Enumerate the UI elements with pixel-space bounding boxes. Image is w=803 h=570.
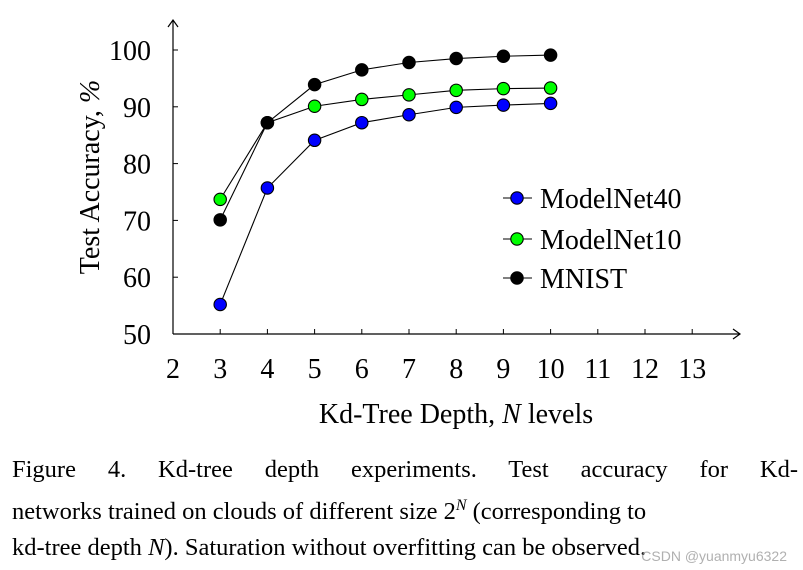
x-axis-label: Kd-Tree Depth, N levels (319, 399, 593, 430)
x-tick-label: 7 (402, 354, 416, 385)
data-point-mnist (213, 213, 227, 227)
x-axis-label-part: Kd-Tree Depth, (319, 399, 502, 430)
x-tick-label: 2 (166, 354, 180, 385)
legend-marker (510, 191, 524, 205)
data-point-mnist (307, 77, 322, 92)
caption-line-3: kd-tree depth N). Saturation without ove… (12, 530, 798, 566)
x-tick-label: 5 (308, 354, 322, 385)
y-tick-label: 60 (123, 263, 151, 294)
legend-marker (510, 232, 524, 246)
x-tick-label: 3 (213, 354, 227, 385)
data-point-modelnet10 (307, 99, 322, 113)
caption-line-2-start: networks trained on clouds of different … (12, 498, 456, 526)
x-tick-label: 8 (449, 354, 463, 385)
caption-line-2: networks trained on clouds of different … (12, 488, 798, 530)
data-point-modelnet10 (449, 83, 463, 98)
data-point-modelnet10 (496, 81, 511, 96)
y-axis-label: Test Accuracy, % (75, 80, 106, 274)
y-tick-label: 70 (123, 206, 151, 237)
y-axis-arrow (167, 18, 179, 28)
x-tick-label: 9 (496, 354, 510, 385)
data-point-modelnet10 (213, 192, 227, 207)
y-tick-label: 50 (123, 320, 151, 351)
chart: 2 3 4 5 6 7 8 9 10 11 12 13 50 60 70 80 90 100 Kd-Tree Dep… (75, 18, 742, 430)
legend-label: ModelNet10 (540, 225, 682, 256)
data-point-modelnet10 (543, 81, 558, 95)
data-point-modelnet10 (355, 92, 369, 107)
data-point-mnist (355, 63, 369, 77)
legend-label: ModelNet40 (540, 184, 682, 215)
axes: 2 3 4 5 6 7 8 9 10 11 12 13 50 60 70 80 90 100 Kd-Tree Dep… (75, 18, 742, 430)
data-point-mnist (449, 51, 463, 66)
data-point-modelnet40 (402, 108, 416, 122)
data-point-modelnet40 (355, 115, 369, 130)
y-tick-label: 90 (123, 93, 151, 124)
x-tick-label: 12 (631, 354, 659, 385)
x-tick-label: 6 (355, 354, 369, 385)
caption-line-1: Figure 4. Kd-tree depth experiments. Tes… (12, 456, 798, 483)
data-point-modelnet40 (260, 181, 275, 195)
x-tick-label: 10 (537, 354, 565, 385)
data-point-modelnet10 (402, 88, 416, 102)
series-line-modelnet10 (219, 87, 551, 200)
caption-line-3-end: ). Saturation without overfitting can be… (164, 534, 647, 562)
caption-variable: N (148, 534, 165, 562)
data-point-modelnet40 (307, 133, 322, 148)
series-group (213, 48, 558, 312)
data-point-modelnet40 (449, 100, 463, 115)
watermark: CSDN @yuanmyu6322 (641, 548, 787, 564)
data-point-mnist (543, 48, 558, 62)
data-point-mnist (496, 49, 511, 63)
caption-line-3-start: kd-tree depth (12, 534, 149, 562)
y-axis-label-part: Test Accuracy, (75, 103, 106, 274)
x-axis-label-variable: N (501, 399, 522, 430)
data-point-modelnet40 (496, 98, 511, 112)
data-point-mnist (260, 115, 275, 130)
data-point-modelnet40 (543, 96, 558, 111)
series-line-mnist (219, 54, 551, 221)
legend: ModelNet40 ModelNet10 MNIST (503, 184, 682, 295)
data-point-mnist (402, 55, 416, 70)
caption-line-2-end: (corresponding to (466, 498, 647, 526)
legend-label: MNIST (540, 264, 627, 295)
x-tick-label: 11 (584, 354, 611, 385)
series-line-modelnet40 (219, 102, 551, 305)
y-tick-label: 80 (123, 150, 151, 181)
y-tick-label: 100 (109, 36, 151, 67)
x-tick-label: 4 (260, 354, 274, 385)
x-tick-label: 13 (678, 354, 706, 385)
figure-caption: Figure 4. Kd-tree depth experiments. Tes… (12, 452, 798, 566)
x-axis-label-part: levels (521, 399, 593, 430)
data-point-modelnet40 (213, 297, 227, 312)
legend-marker (510, 271, 524, 285)
y-axis-label-percent: % (75, 80, 106, 103)
x-axis-arrow (732, 328, 742, 340)
caption-superscript: N (455, 497, 467, 514)
